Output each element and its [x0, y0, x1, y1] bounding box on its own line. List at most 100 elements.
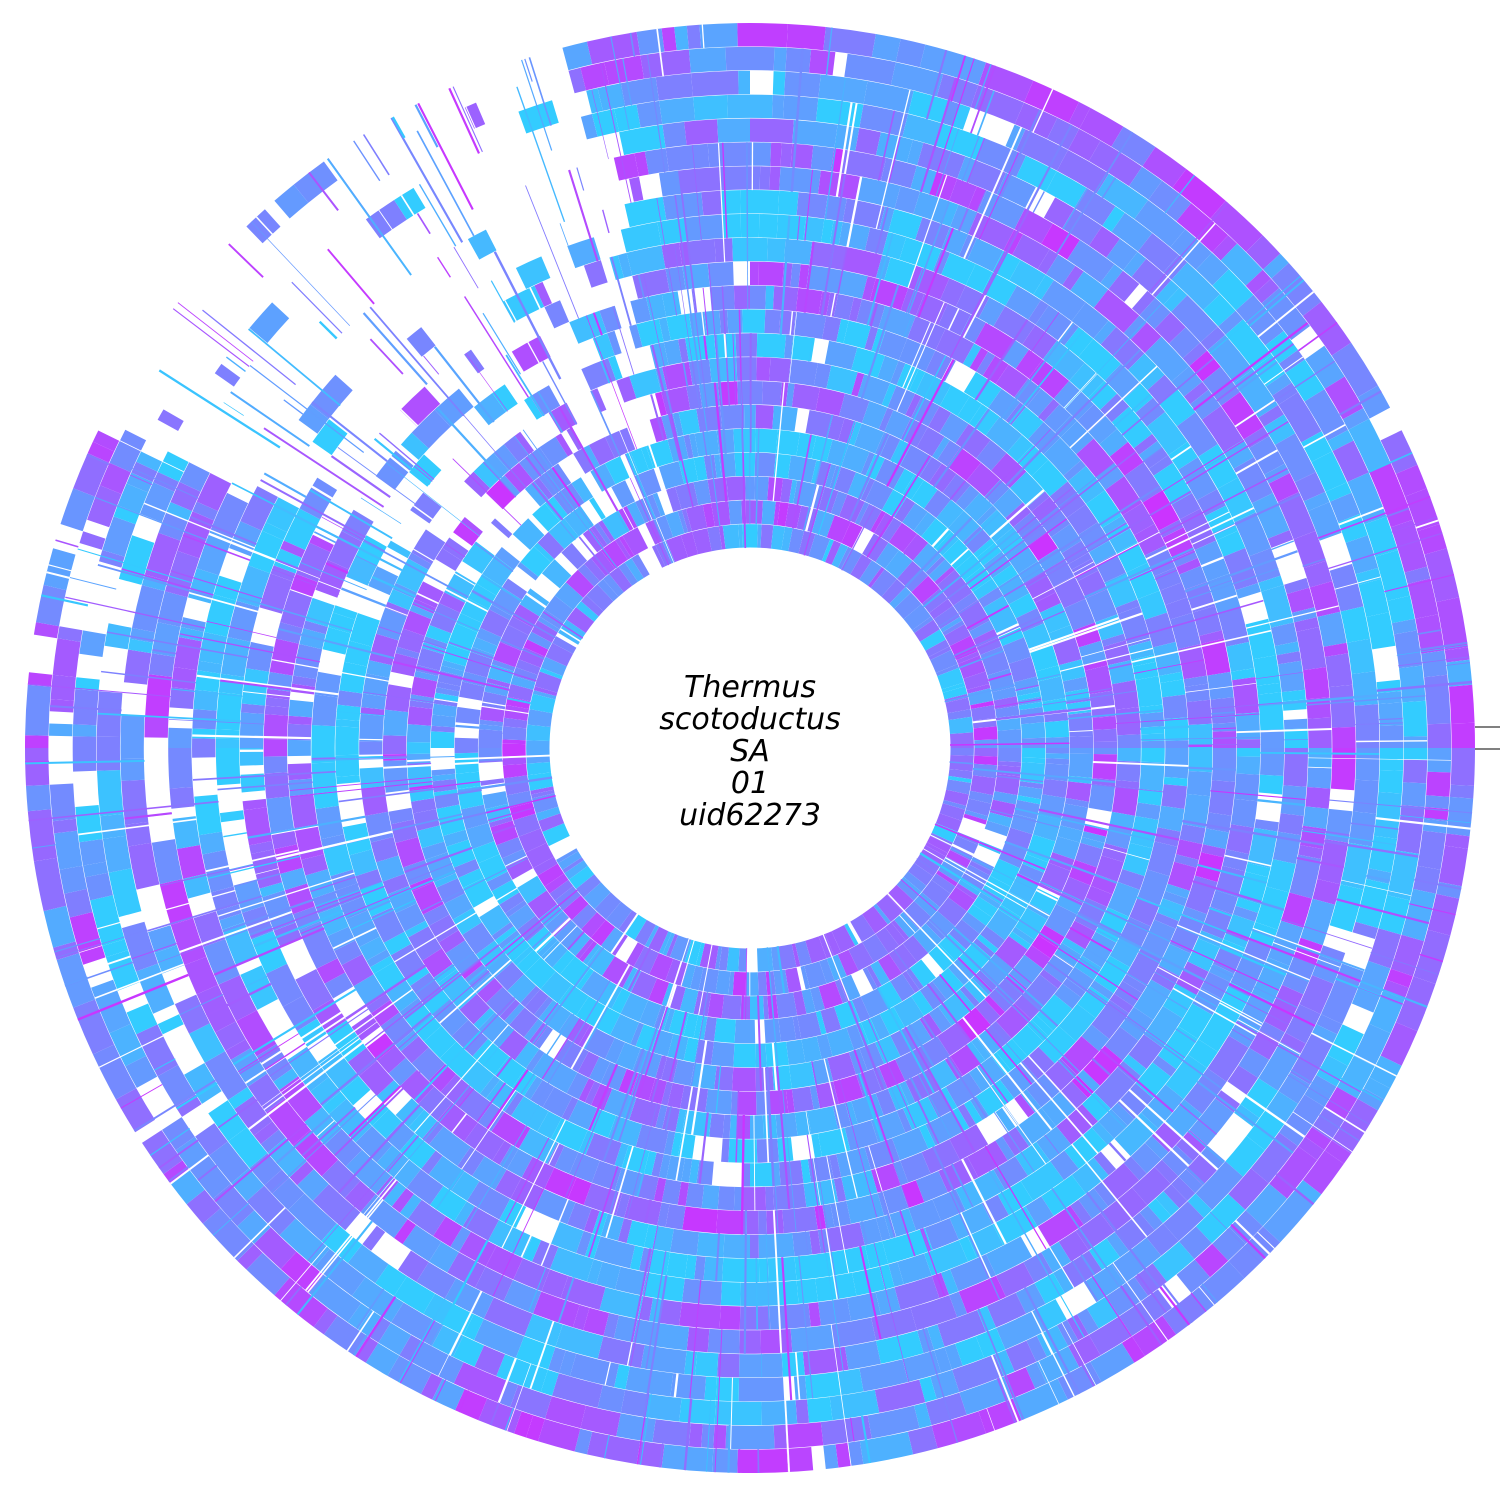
ring-segment	[1152, 1241, 1195, 1282]
radial-streak	[97, 889, 236, 930]
ring-segment	[1270, 622, 1298, 646]
ring-segment	[292, 1130, 339, 1177]
ring-segment	[913, 191, 949, 224]
ring-segment	[996, 1038, 1028, 1071]
ring-segment	[385, 601, 410, 617]
ring-segment	[795, 288, 823, 315]
ring-segment	[1044, 720, 1070, 738]
radial-streak	[578, 536, 610, 575]
ring-segment	[1048, 625, 1075, 644]
radial-streak	[1306, 695, 1426, 706]
ring-segment	[621, 1145, 650, 1174]
radial-streak	[891, 355, 947, 463]
radial-streak	[1108, 1142, 1127, 1162]
radial-streak	[899, 1210, 916, 1257]
ring-segment	[1084, 665, 1113, 695]
ring-segment	[995, 705, 1020, 718]
radial-streak	[223, 832, 248, 838]
ring-segment	[461, 804, 489, 830]
ring-segment	[1267, 920, 1304, 966]
ring-segment	[1179, 824, 1206, 845]
radial-streak	[1038, 1360, 1060, 1405]
ring-segment	[1088, 416, 1118, 445]
ring-segment	[168, 748, 193, 789]
ring-segment	[1101, 1163, 1140, 1201]
ring-segment	[556, 848, 579, 864]
ring-segment	[262, 522, 288, 541]
radial-streak	[346, 1310, 375, 1352]
ring-segment	[649, 953, 674, 981]
ring-segment	[534, 671, 562, 693]
ring-segment	[444, 1278, 494, 1319]
radial-streak	[907, 175, 948, 289]
radial-streak	[461, 1089, 517, 1170]
ring-segment	[1142, 490, 1180, 531]
radial-streak	[327, 248, 375, 305]
ring-segment	[599, 1287, 644, 1320]
ring-segment	[1021, 737, 1046, 748]
ring-segment	[682, 1110, 712, 1137]
ring-segment	[948, 775, 972, 783]
radial-streak	[1004, 840, 1118, 884]
radial-streak	[483, 1028, 515, 1066]
ring-segment	[403, 610, 432, 637]
ring-segment	[1093, 748, 1118, 755]
radial-streak	[994, 952, 1032, 984]
ring-segment	[939, 933, 967, 961]
ring-segment	[966, 462, 1001, 497]
ring-segment	[806, 265, 843, 294]
ring-segment	[583, 260, 608, 288]
ring-segment	[733, 1043, 756, 1068]
radial-streak	[158, 369, 281, 449]
ring-segment	[583, 1208, 600, 1234]
ring-segment	[876, 1330, 924, 1364]
ring-segment	[246, 209, 281, 244]
radial-streak	[605, 1145, 634, 1238]
ring-segment	[474, 1345, 505, 1376]
ring-segment	[735, 333, 750, 357]
ring-segment	[707, 261, 734, 287]
ring-segment	[1184, 1068, 1227, 1115]
radial-streak	[559, 223, 569, 246]
ring-segment	[732, 971, 747, 996]
ring-segment	[860, 451, 875, 476]
ring-segment	[1053, 380, 1094, 421]
ring-segment	[984, 820, 1010, 837]
radial-streak	[360, 497, 402, 524]
radial-streak	[168, 719, 265, 725]
ring-segment	[1225, 319, 1272, 369]
ring-segment	[260, 1129, 286, 1153]
radial-streak	[989, 809, 1060, 828]
ring-segment	[370, 836, 399, 863]
radial-streak	[1074, 543, 1139, 579]
ring-segment	[1041, 223, 1080, 260]
ring-segment	[280, 867, 308, 891]
ring-segment	[870, 569, 897, 597]
ring-segment	[771, 525, 785, 550]
ring-segment	[1126, 947, 1163, 987]
ring-segment	[605, 456, 630, 485]
ring-segment	[515, 256, 551, 289]
ring-segment	[658, 1154, 671, 1179]
radial-streak	[77, 548, 193, 584]
radial-streak	[435, 1169, 464, 1210]
ring-segment	[455, 1389, 488, 1421]
radial-streak	[416, 212, 431, 235]
ring-segment	[841, 1170, 878, 1201]
radial-streak	[755, 428, 760, 525]
ring-segment	[382, 735, 407, 755]
ring-segment	[368, 1316, 391, 1343]
radial-streak	[811, 1061, 822, 1109]
ring-segment	[1101, 633, 1126, 647]
radial-streak	[1087, 988, 1186, 1059]
radial-streak	[457, 783, 506, 793]
ring-segment	[1319, 945, 1346, 964]
ring-segment	[962, 526, 991, 554]
radial-streak	[445, 89, 498, 199]
ring-segment	[1151, 1121, 1183, 1153]
radial-streak	[996, 775, 1044, 783]
ring-segment	[234, 880, 265, 913]
ring-segment	[532, 503, 560, 532]
radial-streak	[1076, 913, 1205, 982]
ring-segment	[1059, 1081, 1088, 1110]
